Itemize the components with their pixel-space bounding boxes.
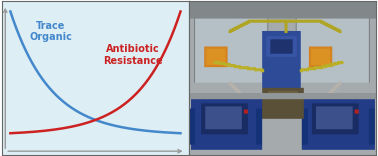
Text: Trace
Organic: Trace Organic (29, 21, 72, 42)
Text: Antibiotic
Resistance: Antibiotic Resistance (103, 44, 163, 66)
